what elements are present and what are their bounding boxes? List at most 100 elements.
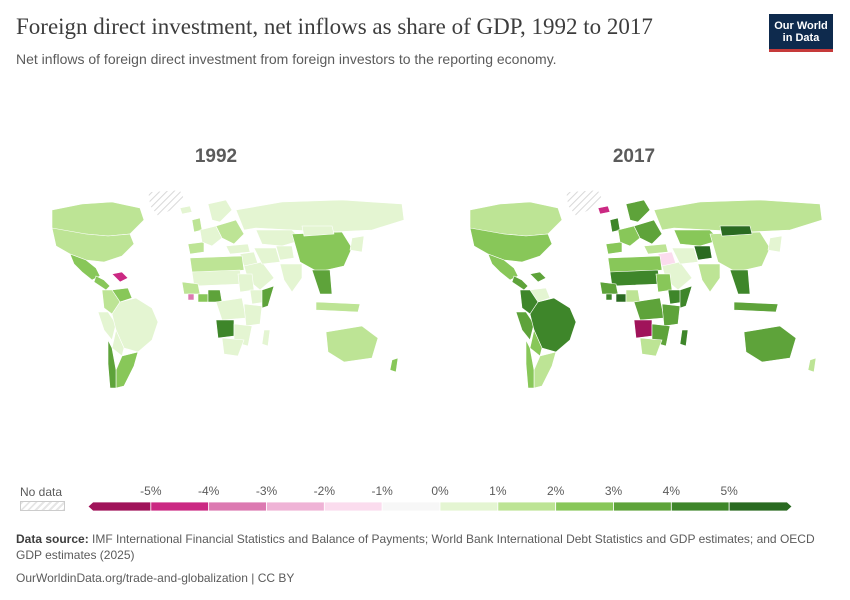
footer-link[interactable]: OurWorldinData.org/trade-and-globalizati… [16,571,295,585]
region-chile[interactable] [525,339,535,389]
owid-logo[interactable]: Our World in Data [769,14,833,52]
region-indonesia[interactable] [315,301,361,313]
region-japan-korea[interactable] [349,235,365,253]
region-india[interactable] [279,263,303,293]
map-year-label-2017: 2017 [612,146,656,167]
region-peru[interactable] [515,311,535,341]
region-west-africa[interactable] [599,281,619,295]
region-horn-of-africa[interactable] [679,285,693,309]
region-nigeria[interactable] [207,289,223,303]
region-china[interactable] [709,231,771,273]
chart-subtitle: Net inflows of foreign direct investment… [16,51,557,67]
world-map-1992[interactable] [12,190,422,390]
data-source-label: Data source: [16,532,89,546]
region-liberia[interactable] [605,293,613,301]
region-mongolia[interactable] [719,225,753,237]
region-new-zealand[interactable] [389,357,399,373]
color-legend: -5% -4% -3% -2% -1% 0% 1% 2% 3% 4% 5% [87,484,793,512]
region-scandinavia[interactable] [207,199,233,223]
region-liberia[interactable] [187,293,195,301]
region-eastern-europe[interactable] [633,219,663,245]
legend-bin-6 [439,501,499,512]
legend-bin-9 [613,501,672,512]
region-angola[interactable] [633,319,653,339]
region-iberia[interactable] [605,241,623,255]
region-kazakhstan[interactable] [255,229,303,247]
legend-tick-label: 0% [431,484,449,498]
region-angola[interactable] [215,319,235,339]
legend-bin-7 [497,501,557,512]
legend-bin-11 [728,501,793,512]
region-central-africa[interactable] [215,297,247,321]
region-southeast-asia[interactable] [729,269,751,295]
region-caribbean[interactable] [111,271,129,283]
region-turkey[interactable] [225,243,251,255]
legend-bin-3 [266,501,325,512]
region-sahel[interactable] [191,269,243,287]
region-japan-korea[interactable] [767,235,783,253]
region-southern-cone[interactable] [115,351,139,389]
region-madagascar[interactable] [679,329,689,347]
region-nigeria[interactable] [625,289,641,303]
region-greenland[interactable] [147,190,185,217]
region-chile[interactable] [107,339,117,389]
region-australia[interactable] [325,325,379,363]
region-north-america[interactable] [51,227,135,263]
region-ghana-coast[interactable] [197,293,209,303]
region-ghana-coast[interactable] [615,293,627,303]
region-madagascar[interactable] [261,329,271,347]
region-southern-cone[interactable] [533,351,557,389]
region-south-africa[interactable] [639,337,663,357]
region-horn-of-africa[interactable] [261,285,275,309]
legend-bin-1 [150,501,210,512]
region-central-asia[interactable] [693,245,713,261]
region-mongolia[interactable] [301,225,335,237]
world-map-2017[interactable] [430,190,840,390]
region-sahel[interactable] [609,269,661,287]
region-iberia[interactable] [187,241,205,255]
region-india[interactable] [697,263,721,293]
region-china[interactable] [291,231,353,273]
region-central-africa[interactable] [633,297,665,321]
no-data-swatch [20,501,65,511]
chart-title: Foreign direct investment, net inflows a… [16,14,653,39]
region-central-america[interactable] [511,275,529,291]
region-iceland[interactable] [179,205,193,215]
region-iceland[interactable] [597,205,611,215]
region-australia[interactable] [743,325,797,363]
region-russia[interactable] [653,199,823,233]
region-russia[interactable] [235,199,405,233]
region-western-europe[interactable] [199,225,223,247]
region-north-america[interactable] [469,227,553,263]
logo-line-2: in Data [782,32,820,44]
region-sudan[interactable] [237,273,255,293]
region-greenland[interactable] [565,190,603,217]
region-scandinavia[interactable] [625,199,651,223]
region-iran[interactable] [253,247,281,265]
region-west-africa[interactable] [181,281,201,295]
region-south-africa[interactable] [221,337,245,357]
region-east-africa[interactable] [661,303,681,327]
region-caribbean[interactable] [529,271,547,283]
region-eastern-europe[interactable] [215,219,245,245]
legend-tick-label: -1% [371,484,393,498]
region-east-africa[interactable] [243,303,263,327]
legend-tick-label: 5% [720,484,738,498]
region-western-europe[interactable] [617,225,641,247]
data-source-text: IMF International Financial Statistics a… [16,532,815,562]
region-central-asia[interactable] [275,245,295,261]
region-central-america[interactable] [93,275,111,291]
region-turkey[interactable] [643,243,669,255]
legend-bin-8 [555,501,614,512]
region-sudan[interactable] [655,273,673,293]
region-new-zealand[interactable] [807,357,817,373]
region-brazil[interactable] [529,297,577,353]
region-southeast-asia[interactable] [311,269,333,295]
region-indonesia[interactable] [733,301,779,313]
logo-line-1: Our World [774,20,828,32]
legend-tick-label: 2% [547,484,565,498]
region-kazakhstan[interactable] [673,229,721,247]
region-peru[interactable] [97,311,117,341]
region-brazil[interactable] [111,297,159,353]
region-iran[interactable] [671,247,699,265]
